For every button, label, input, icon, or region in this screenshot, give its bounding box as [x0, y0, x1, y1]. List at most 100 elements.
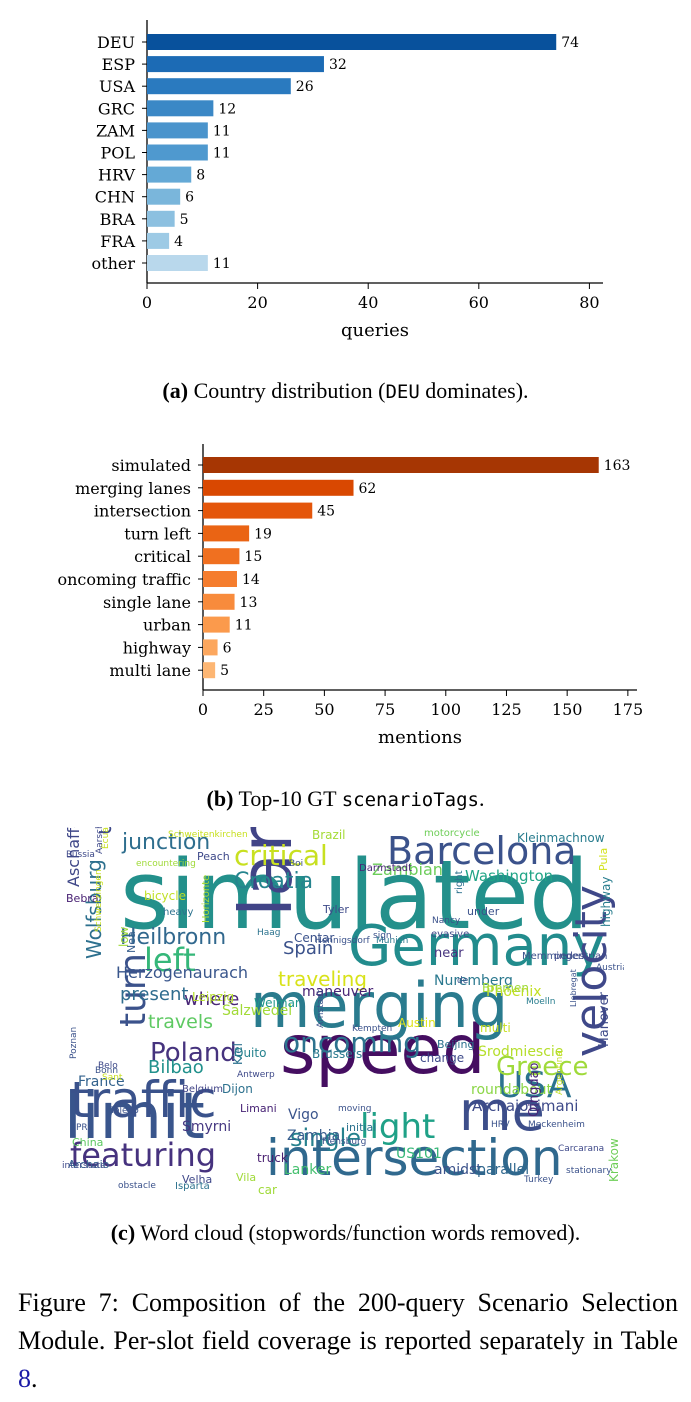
subcaption-c: (c) Word cloud (stopwords/function words… — [0, 1220, 691, 1246]
word-cloud-word: Llobregat — [569, 969, 578, 1007]
word-cloud-word: maneuver — [302, 984, 374, 1000]
word-cloud-word: Brussels — [312, 1047, 363, 1061]
value-label: 11 — [213, 146, 231, 162]
bar — [147, 210, 175, 227]
word-cloud-word: Tyler — [323, 903, 349, 916]
word-cloud-word: Antwerp — [237, 1070, 275, 1080]
x-tick-label: 40 — [358, 293, 378, 312]
word-cloud-word: moving — [338, 1104, 372, 1114]
x-tick-label: 60 — [469, 293, 489, 312]
word-cloud-word: Russia — [66, 850, 95, 860]
word-cloud-word: car — [258, 1183, 277, 1197]
word-cloud-word: Spain — [283, 938, 334, 959]
word-cloud-word: Belo — [98, 1061, 118, 1071]
category-label: oncoming traffic — [57, 570, 191, 589]
word-cloud-word: obstacle — [118, 1181, 156, 1191]
word-cloud-word: Arnstadt — [316, 989, 326, 1028]
word-cloud-word: US101 — [396, 1146, 442, 1162]
value-label: 11 — [213, 256, 231, 272]
word-cloud-word: Toledo — [110, 1106, 139, 1116]
value-label: 6 — [223, 640, 232, 656]
x-tick-label: 100 — [431, 700, 462, 719]
word-cloud-word: light — [360, 1107, 436, 1147]
word-cloud-word: China — [72, 1136, 104, 1149]
value-label: 74 — [561, 35, 579, 51]
word-cloud-word: Vigo — [288, 1107, 319, 1123]
word-cloud-word: Bonn — [95, 1066, 119, 1076]
subcaption-a-label: (a) — [162, 378, 189, 403]
word-cloud-word: featuring — [70, 1136, 217, 1174]
category-label: merging lanes — [75, 479, 191, 498]
word-cloud-word: me — [459, 1080, 545, 1143]
word-cloud-word: sign — [373, 931, 392, 941]
word-cloud-word: Beijing — [437, 1038, 475, 1051]
value-label: 26 — [296, 79, 314, 95]
bar — [203, 616, 230, 633]
category-label: CHN — [95, 188, 135, 207]
value-label: 32 — [329, 57, 347, 73]
bar — [147, 255, 208, 271]
category-label: other — [92, 254, 136, 273]
figure-caption-end: . — [31, 1364, 38, 1393]
value-label: 5 — [180, 212, 189, 228]
word-cloud-word: Zambia — [287, 1128, 341, 1144]
category-label: urban — [143, 616, 191, 635]
bar — [147, 56, 324, 73]
word-cloud-word: Dijon — [222, 1082, 253, 1096]
word-cloud-word: Darmstadt — [359, 863, 413, 874]
figure-caption-text: Figure 7: Composition of the 200-query S… — [18, 1288, 678, 1355]
category-label: USA — [99, 77, 135, 96]
bar — [203, 662, 216, 679]
value-label: 15 — [244, 549, 262, 565]
table-reference-link[interactable]: 8 — [18, 1364, 31, 1393]
word-cloud-word: multi — [480, 1021, 511, 1035]
word-cloud-word: Pula — [597, 847, 610, 871]
word-cloud-word: stationary — [566, 1166, 612, 1176]
category-label: BRA — [100, 210, 136, 229]
bar — [147, 100, 214, 117]
word-cloud-word: Moelln — [526, 997, 556, 1007]
word-cloud-word: travels — [148, 1011, 214, 1033]
bar — [203, 502, 313, 519]
word-cloud-word: pedestrian — [554, 951, 608, 962]
category-label: GRC — [98, 99, 135, 118]
category-label: simulated — [111, 456, 191, 475]
word-cloud-word: Nancy — [432, 916, 461, 926]
country-distribution-chart: DEU 74 ESP 32 USA 26 GRC 12 ZAM 11 POL 11 HRV 8 CHN 6 BR… — [92, 20, 603, 341]
word-cloud-word: roundabout — [471, 1082, 553, 1098]
category-label: single lane — [103, 593, 191, 612]
subcaption-c-text: Word cloud (stopwords/function words rem… — [135, 1220, 581, 1245]
category-label: POL — [100, 144, 135, 163]
word-cloud-word: Meckenheim — [528, 1120, 585, 1130]
word-cloud-word: left — [144, 941, 196, 979]
value-label: 13 — [240, 595, 258, 611]
subcaption-b-code: scenarioTags — [341, 789, 479, 811]
subcaption-b-label: (b) — [206, 786, 234, 811]
word-cloud-word: Croatia — [234, 869, 314, 894]
word-cloud-word: traveling — [278, 967, 367, 991]
word-cloud-word: Leipzig — [192, 990, 235, 1004]
x-tick-label: 0 — [142, 293, 152, 312]
bar — [147, 122, 208, 139]
word-cloud-word: Argentina — [555, 1051, 565, 1095]
word-cloud-word: Austria — [596, 963, 624, 973]
word-cloud-word: Hanover — [597, 992, 612, 1047]
word-cloud-word: change — [420, 1051, 465, 1065]
word-cloud-word: heavy — [163, 907, 194, 918]
subcaption-a: (a) Country distribution (DEU dominates)… — [0, 378, 691, 404]
bar — [147, 188, 181, 205]
word-cloud-word: Munich — [376, 936, 409, 946]
category-label: FRA — [100, 232, 135, 251]
bar — [203, 457, 599, 473]
subcaption-b: (b) Top-10 GT scenarioTags. — [0, 786, 691, 812]
word-cloud-word: Belgium — [182, 1084, 223, 1095]
word-cloud-word: oncoming — [283, 1026, 421, 1059]
word-cloud-word: under — [467, 905, 500, 918]
value-label: 14 — [242, 572, 260, 588]
word-cloud-word: initial — [346, 1121, 377, 1134]
word-cloud-word: simulated — [120, 841, 590, 951]
word-cloud-word: right — [454, 870, 465, 895]
word-cloud-word: Horizonte — [201, 874, 212, 923]
subcaption-c-label: (c) — [110, 1220, 136, 1245]
word-cloud-word: Bilbao — [148, 1057, 204, 1078]
